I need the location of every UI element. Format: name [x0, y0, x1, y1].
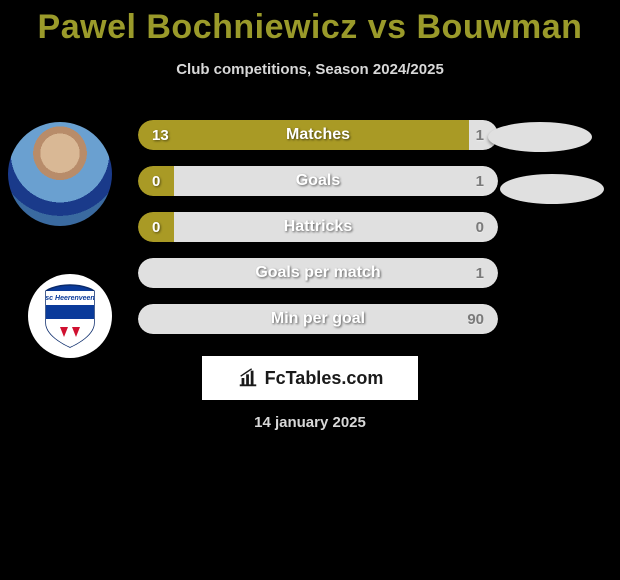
stat-bar-track: [138, 166, 498, 196]
stat-value-right: 1: [476, 258, 484, 288]
stat-bar-track: [138, 304, 498, 334]
stat-bar-track: [138, 258, 498, 288]
snapshot-date: 14 january 2025: [0, 414, 620, 431]
source-logo: FcTables.com: [202, 356, 418, 400]
stat-bar-left-fill: [138, 120, 469, 150]
stat-value-right: 1: [476, 120, 484, 150]
stat-bar-track: [138, 212, 498, 242]
stat-value-left: 13: [152, 120, 169, 150]
stat-row: Matches131: [138, 120, 498, 150]
source-logo-text: FcTables.com: [265, 368, 384, 389]
stat-bar-right-fill: [138, 258, 498, 288]
stat-bar-right-fill: [174, 166, 498, 196]
decor-oval-2: [500, 174, 604, 204]
heerenveen-shield-icon: sc Heerenveen: [40, 283, 100, 349]
stat-value-left: 0: [152, 212, 160, 242]
stat-row: Min per goal90: [138, 304, 498, 334]
stat-value-left: 0: [152, 166, 160, 196]
comparison-title: Pawel Bochniewicz vs Bouwman: [0, 0, 620, 47]
comparison-subtitle: Club competitions, Season 2024/2025: [0, 61, 620, 78]
svg-text:sc Heerenveen: sc Heerenveen: [45, 295, 94, 302]
stat-row: Goals per match1: [138, 258, 498, 288]
decor-oval-1: [488, 122, 592, 152]
stat-bar-track: [138, 120, 498, 150]
stat-value-right: 90: [467, 304, 484, 334]
stat-value-right: 0: [476, 212, 484, 242]
player2-club-badge: sc Heerenveen: [28, 274, 112, 358]
player1-avatar: [8, 122, 112, 226]
stat-bars: Matches131Goals01Hattricks00Goals per ma…: [138, 120, 498, 350]
stat-bar-right-fill: [174, 212, 498, 242]
stat-row: Goals01: [138, 166, 498, 196]
stat-row: Hattricks00: [138, 212, 498, 242]
stat-value-right: 1: [476, 166, 484, 196]
bar-chart-icon: [237, 367, 259, 389]
stat-bar-right-fill: [138, 304, 498, 334]
